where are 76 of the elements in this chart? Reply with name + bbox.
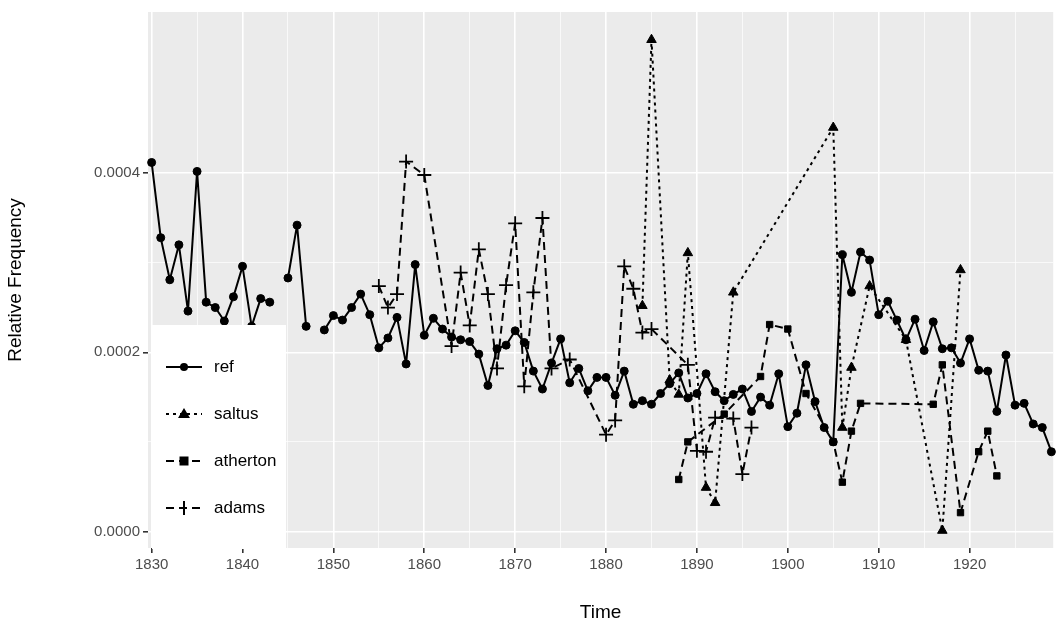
point [682,246,694,257]
point [784,325,792,333]
point [461,317,478,334]
point [380,299,396,316]
point [507,215,524,232]
x-tick-label: 1850 [316,555,351,573]
y-tick-label: 0.0002 [94,342,140,360]
point [956,508,965,517]
x-tick-label: 1870 [498,555,532,573]
x-tick-label: 1840 [225,555,260,573]
point [937,524,948,534]
point [398,153,415,170]
point [616,258,633,275]
point [756,372,765,381]
point [709,496,721,507]
point [646,33,657,44]
point [974,448,983,456]
point [837,421,848,431]
point [689,442,705,459]
point [598,426,614,443]
point [480,286,496,303]
point [561,351,578,368]
point [929,400,937,408]
legend-label: atherton [214,450,277,471]
point [416,167,433,183]
point [828,121,839,131]
point [993,472,1001,480]
legend-label: ref [214,356,234,377]
point [864,280,875,290]
point [470,241,487,258]
point [516,378,533,395]
point [847,427,856,435]
point [938,361,946,369]
point [838,478,847,486]
point [637,299,648,309]
point [643,321,660,337]
point [856,399,865,408]
point [955,263,966,274]
point [707,409,724,426]
point [765,320,774,329]
y-axis-title: Relative Frequency [3,197,25,362]
legend-label: saltus [214,403,259,424]
point [489,360,505,377]
x-tick-label: 1860 [407,555,441,573]
point [743,419,760,436]
x-tick-label: 1900 [771,555,805,573]
point [525,284,542,301]
point [389,286,405,303]
x-tick-label: 1830 [134,555,169,573]
point [728,286,739,296]
point [725,410,742,427]
point [802,389,810,398]
x-tick-label: 1880 [589,555,623,573]
y-tick-label: 0.0000 [94,521,140,539]
point [698,443,714,460]
y-tick-label: 0.0004 [94,163,140,181]
point [700,481,712,491]
point [720,410,728,418]
point [673,388,685,398]
x-tick-label: 1920 [952,555,987,573]
point [370,278,387,294]
point [684,438,692,446]
point [634,324,651,341]
x-tick-label: 1890 [680,555,714,573]
point [534,210,551,226]
point [607,412,624,429]
point [679,356,696,373]
legend-label: adams [214,497,266,518]
point [984,427,992,435]
point [498,277,514,294]
x-axis-title: Time [579,600,622,622]
point [734,466,751,483]
point [846,361,857,371]
x-tick-label: 1910 [862,555,896,573]
point [625,280,642,297]
point [675,475,683,484]
